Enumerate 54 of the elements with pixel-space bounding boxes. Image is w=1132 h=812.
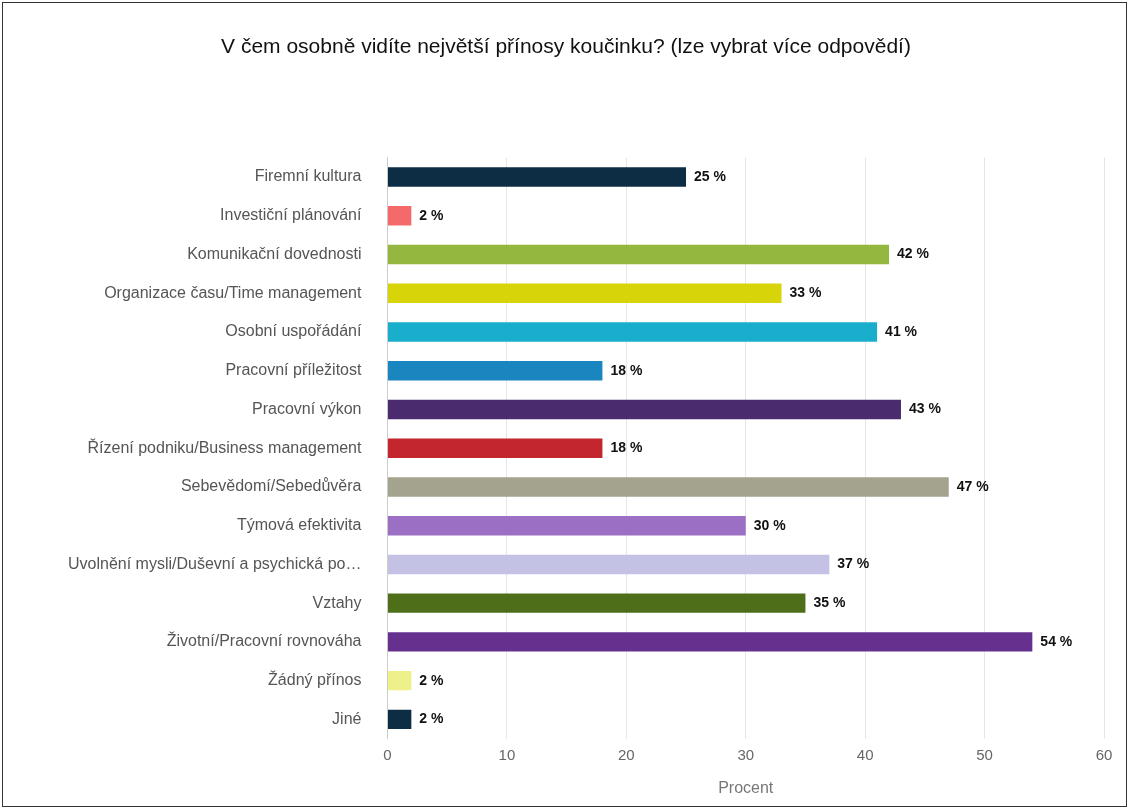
bar <box>387 477 949 497</box>
bar <box>387 709 412 730</box>
bar <box>387 361 603 381</box>
bar <box>387 632 1033 652</box>
y-tick-label: Pracovní příležitost <box>225 361 362 379</box>
x-tick-label: 20 <box>617 745 635 763</box>
data-label: 37 % <box>837 555 870 572</box>
bar <box>387 167 687 187</box>
bar <box>387 554 830 575</box>
data-label: 2 % <box>419 206 445 223</box>
data-label: 54 % <box>1040 632 1073 649</box>
x-tick-label: 10 <box>498 745 516 763</box>
x-tick-label: 0 <box>383 745 392 763</box>
y-tick-label: Organizace času/Time management <box>104 283 362 301</box>
y-tick-label: Sebevědomí/Sebedůvěra <box>180 477 362 495</box>
data-label: 42 % <box>897 245 930 262</box>
y-tick-label: Firemní kultura <box>254 167 362 185</box>
y-tick-label: Vztahy <box>312 593 362 611</box>
y-tick-label: Uvolnění mysli/Duševní a psychická po… <box>68 554 362 572</box>
bar <box>387 244 890 265</box>
bar <box>387 516 746 536</box>
data-label: 25 % <box>694 167 727 184</box>
x-tick-label: 60 <box>1095 745 1113 763</box>
x-tick-label: 30 <box>737 745 755 763</box>
data-label: 41 % <box>885 322 918 339</box>
y-tick-label: Osobní uspořádání <box>225 322 363 340</box>
data-label: 35 % <box>813 594 846 611</box>
data-label: 18 % <box>610 439 643 456</box>
y-tick-label: Pracovní výkon <box>252 399 362 417</box>
y-tick-label: Řízení podniku/Business management <box>87 437 363 456</box>
bar <box>387 322 878 342</box>
bar <box>387 283 782 303</box>
y-tick-label: Investiční plánování <box>220 206 363 224</box>
y-tick-label: Týmová efektivita <box>236 516 362 534</box>
y-tick-label: Životní/Pracovní rovnováha <box>166 631 362 650</box>
bar <box>387 670 412 691</box>
y-tick-label: Žádný přínos <box>268 670 362 689</box>
x-tick-label: 50 <box>976 745 993 763</box>
data-label: 2 % <box>419 671 445 688</box>
data-label: 33 % <box>789 284 823 301</box>
data-label: 47 % <box>956 477 990 494</box>
bar <box>387 206 412 226</box>
data-label: 18 % <box>610 361 643 378</box>
chart-title: V čem osobně vidíte největší přínosy koučinku? (lze vybrat více odpovědí) <box>220 34 912 58</box>
bar <box>387 438 603 458</box>
data-label: 30 % <box>753 516 787 533</box>
y-tick-label: Komunikační dovednosti <box>187 244 362 262</box>
y-tick-label: Jiné <box>332 709 362 727</box>
data-label: 2 % <box>419 710 445 727</box>
bar <box>387 399 901 420</box>
bar <box>387 593 806 613</box>
x-tick-label: 40 <box>856 745 874 763</box>
data-label: 43 % <box>908 400 942 417</box>
x-axis-title: Procent <box>718 778 774 796</box>
